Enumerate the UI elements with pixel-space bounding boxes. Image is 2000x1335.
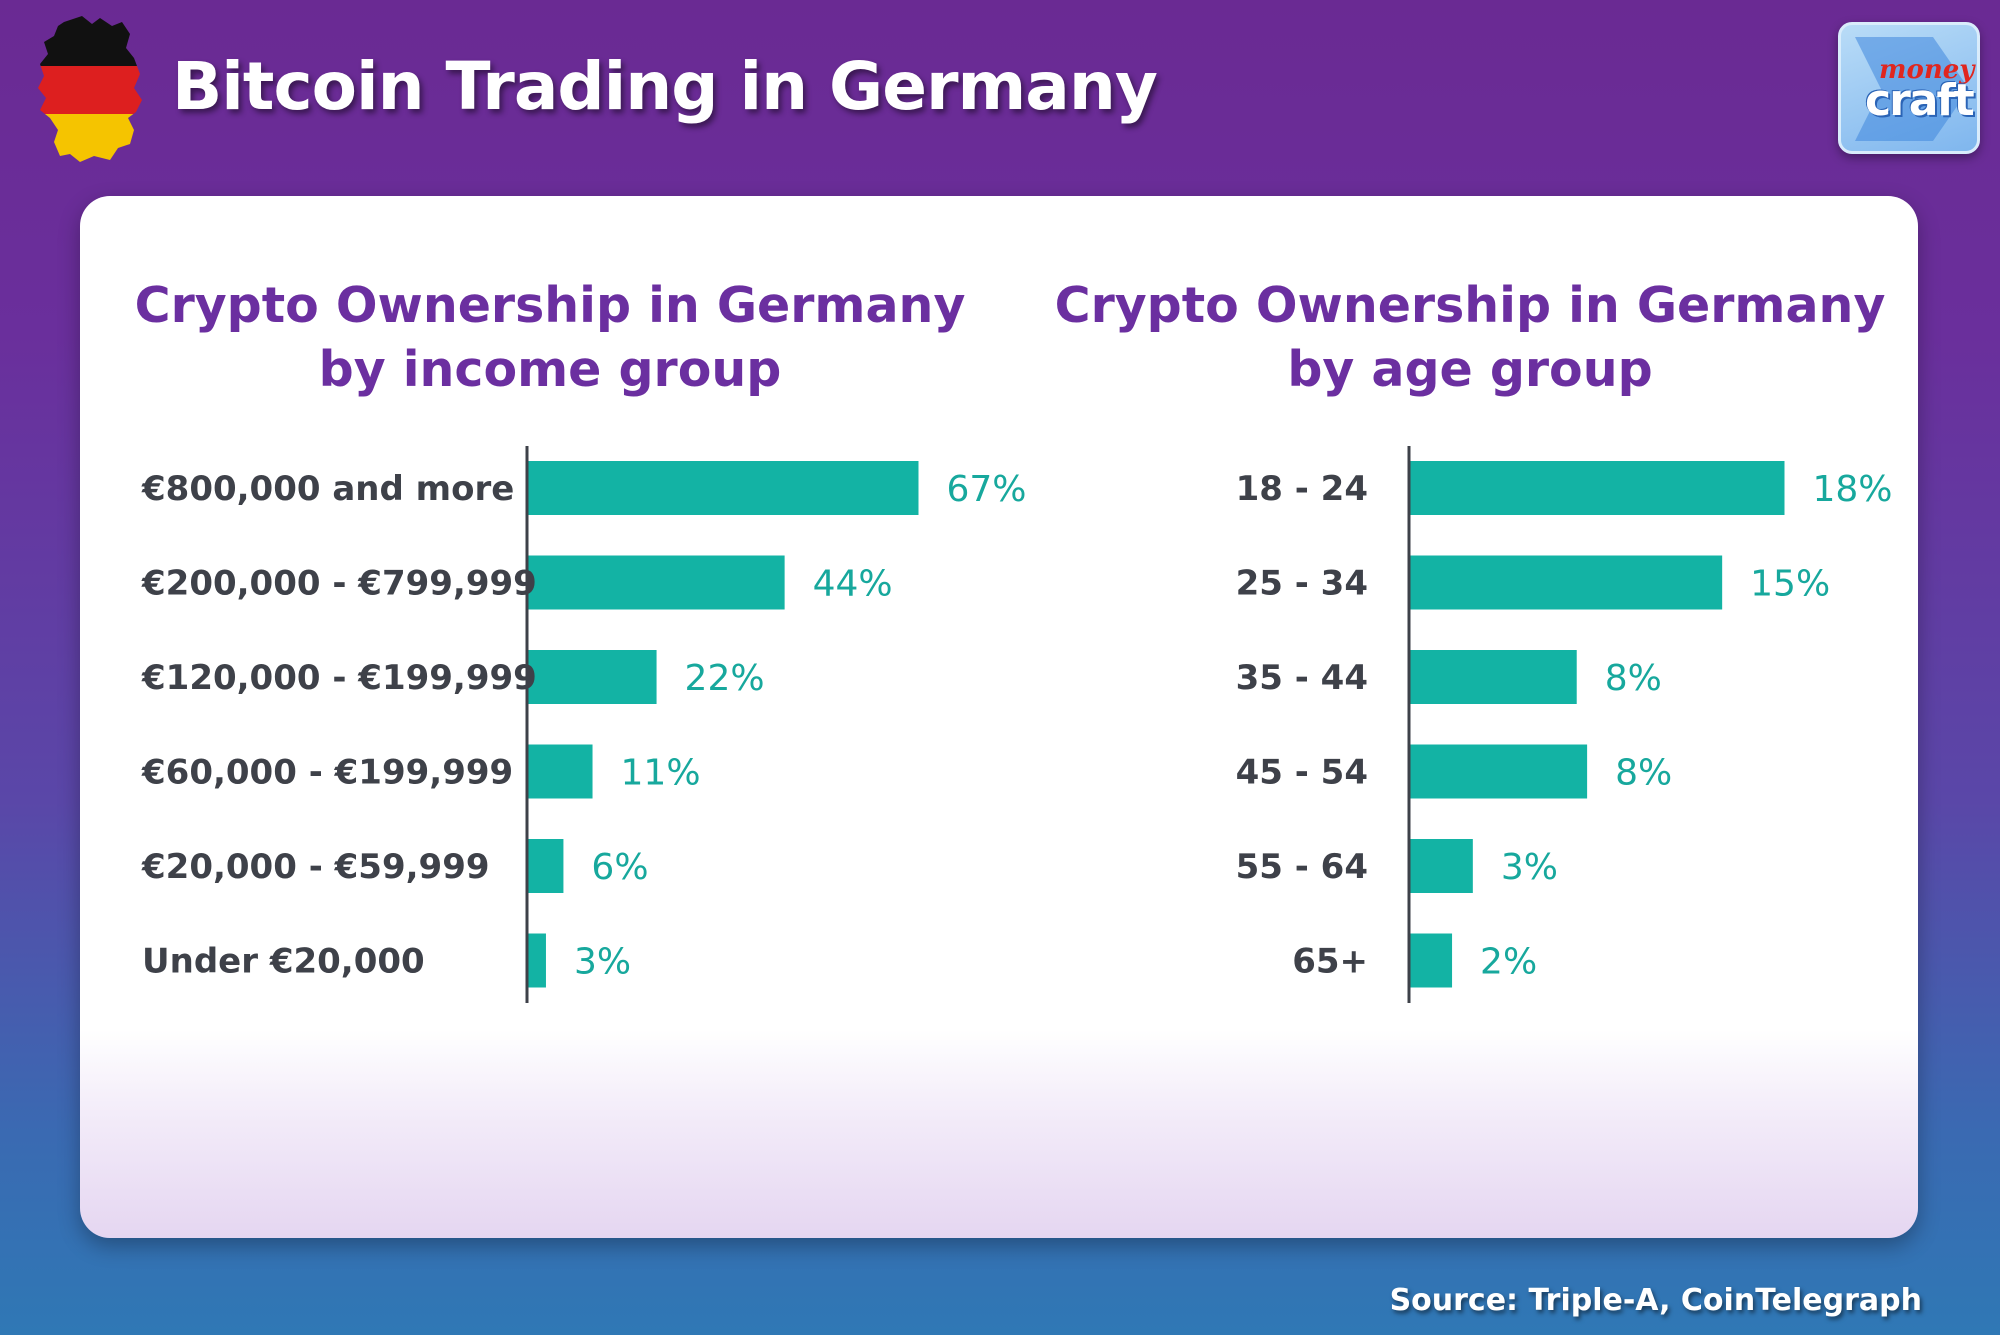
category-label: €200,000 - €799,999 [141,564,537,604]
value-label: 18% [1813,469,1893,510]
category-label: €800,000 and more [141,469,514,509]
value-label: 44% [813,564,893,605]
logo-arrow-icon [1855,37,1969,141]
logo-craft-text: craft [1865,75,1975,126]
chart-card [80,196,1918,1238]
category-label: 45 - 54 [1236,753,1368,793]
bar [1410,933,1453,988]
value-label: 3% [1501,847,1558,888]
income-chart-title-line1: Crypto Ownership in Germany [134,277,966,334]
moneycraft-logo: money craft [1838,22,1980,154]
age-chart-title-line2: by age group [1287,341,1653,398]
category-label: 55 - 64 [1236,847,1368,887]
value-label: 11% [621,753,701,794]
income-chart-title-line2: by income group [318,341,782,398]
category-label: 18 - 24 [1236,469,1368,509]
page-title: Bitcoin Trading in Germany [172,48,1158,125]
bar [528,650,657,704]
bar [528,839,564,893]
bar [1410,650,1577,704]
value-label: 67% [947,469,1027,510]
bar [528,555,785,610]
age-chart-title-line1: Crypto Ownership in Germany [1054,277,1886,334]
category-label: €60,000 - €199,999 [141,753,513,793]
value-label: 2% [1480,942,1537,983]
category-label: €20,000 - €59,999 [141,847,490,887]
bar [1410,839,1473,893]
value-label: 8% [1615,753,1672,794]
category-label: 35 - 44 [1236,658,1368,698]
source-note: Source: Triple-A, CoinTelegraph [1389,1283,1922,1318]
bar [528,933,546,988]
value-label: 22% [685,658,765,699]
bar [528,461,919,515]
bar [528,744,593,799]
bar [1410,744,1588,799]
value-label: 3% [574,942,631,983]
value-label: 8% [1605,658,1662,699]
category-label: Under €20,000 [142,942,425,982]
category-label: 65+ [1292,942,1368,982]
category-label: €120,000 - €199,999 [141,658,537,698]
value-label: 15% [1750,564,1830,605]
bar [1410,555,1723,610]
germany-flag-map-icon [38,16,142,162]
category-label: 25 - 34 [1236,564,1368,604]
value-label: 6% [591,847,648,888]
income-chart-title: Crypto Ownership in Germany by income gr… [110,274,990,402]
age-chart-title: Crypto Ownership in Germany by age group [1030,274,1910,402]
logo-money-text: money [1879,55,1975,85]
bar [1410,461,1785,515]
